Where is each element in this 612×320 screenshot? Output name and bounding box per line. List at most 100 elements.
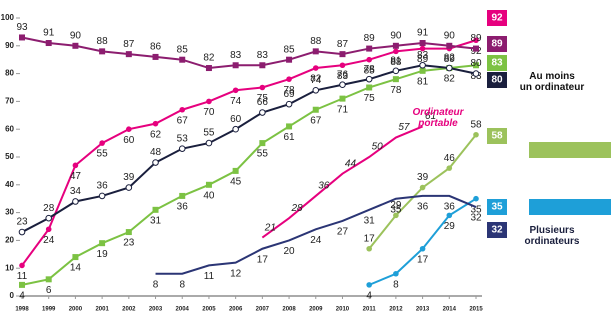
legend-label-line: Plusieurs xyxy=(529,225,574,236)
value-label: 17 xyxy=(257,254,269,265)
point xyxy=(366,282,372,288)
value-label: 80 xyxy=(470,58,482,69)
y-tick-label: 50 xyxy=(5,152,14,161)
legend-value: 92 xyxy=(491,13,503,24)
point xyxy=(339,81,346,89)
value-label: 81 xyxy=(390,55,402,66)
point xyxy=(446,42,453,49)
point xyxy=(179,192,186,199)
point xyxy=(259,140,266,147)
value-label: 70 xyxy=(203,107,215,118)
x-tick-label: 2002 xyxy=(122,307,136,313)
point xyxy=(152,206,159,213)
point xyxy=(206,98,212,105)
legend-label-line: portable xyxy=(417,118,458,129)
x-tick-label: 1999 xyxy=(42,307,56,313)
point xyxy=(286,123,293,130)
value-label: 62 xyxy=(150,129,162,140)
value-label: 78 xyxy=(283,85,295,96)
value-label: 82 xyxy=(203,53,215,64)
value-label: 85 xyxy=(177,44,189,55)
point xyxy=(312,106,319,113)
value-label: 66 xyxy=(257,97,269,108)
value-label: 89 xyxy=(417,54,429,65)
value-label: 88 xyxy=(390,57,402,68)
value-label: 75 xyxy=(364,93,376,104)
value-label: 90 xyxy=(444,30,456,41)
x-tick-label: 1998 xyxy=(15,307,29,313)
value-label: 55 xyxy=(257,149,269,160)
point xyxy=(446,212,453,219)
legend-label: Ordinateur portable xyxy=(412,107,464,129)
value-label: 19 xyxy=(97,249,109,260)
point xyxy=(259,62,266,69)
value-label: 31 xyxy=(150,215,162,226)
point xyxy=(259,109,266,116)
value-label: 11 xyxy=(17,271,28,282)
value-label: 91 xyxy=(417,28,429,39)
value-label: 50 xyxy=(372,142,384,153)
value-label: 21 xyxy=(264,222,276,233)
point xyxy=(339,62,346,69)
value-label: 23 xyxy=(123,238,135,249)
value-label: 32 xyxy=(470,213,482,224)
point xyxy=(45,276,52,283)
legend-label: Plusieurs ordinateurs xyxy=(524,225,579,247)
point xyxy=(419,40,426,47)
point xyxy=(473,195,479,202)
value-label: 58 xyxy=(470,119,482,130)
x-tick-label: 2004 xyxy=(176,307,190,313)
point xyxy=(178,145,186,152)
value-label: 4 xyxy=(366,291,372,302)
value-label: 29 xyxy=(444,221,456,232)
legend-box xyxy=(487,128,507,144)
value-label: 91 xyxy=(43,28,55,39)
value-label: 4 xyxy=(19,291,25,302)
point xyxy=(45,214,53,222)
point xyxy=(393,270,399,277)
value-label: 27 xyxy=(337,227,349,238)
x-tick-label: 2012 xyxy=(389,307,403,313)
value-label: 6 xyxy=(46,285,52,296)
value-label: 45 xyxy=(230,177,242,188)
point xyxy=(205,65,212,72)
point xyxy=(259,84,266,91)
value-label: 67 xyxy=(310,115,322,126)
value-label: 17 xyxy=(417,254,429,265)
point xyxy=(45,226,52,233)
point xyxy=(98,192,106,200)
x-tick-label: 2009 xyxy=(309,307,323,313)
point xyxy=(232,167,239,174)
value-label: 36 xyxy=(444,202,456,213)
legend-label: Au moins un ordinateur xyxy=(520,71,585,93)
point xyxy=(19,262,25,269)
legend-label-line: un ordinateur xyxy=(520,82,585,93)
value-label: 75 xyxy=(257,93,269,104)
value-label: 60 xyxy=(123,135,135,146)
legend-bar xyxy=(529,199,611,215)
point xyxy=(45,40,52,47)
value-label: 36 xyxy=(97,181,109,192)
series-line xyxy=(21,39,477,267)
y-tick-label: 30 xyxy=(5,208,14,217)
point xyxy=(18,228,26,236)
value-label: 53 xyxy=(177,133,189,144)
value-label: 44 xyxy=(345,158,357,169)
value-label: 89 xyxy=(470,33,482,44)
x-tick-label: 2013 xyxy=(416,307,430,313)
legend-label-line: Ordinateur xyxy=(412,107,464,118)
y-tick-label: 90 xyxy=(5,41,14,50)
value-label: 24 xyxy=(310,235,322,246)
series-line xyxy=(21,64,477,286)
value-label: 11 xyxy=(204,271,215,282)
value-label: 55 xyxy=(203,128,215,139)
point xyxy=(286,76,292,82)
point xyxy=(365,75,373,83)
x-tick-label: 2003 xyxy=(149,307,163,313)
value-label: 39 xyxy=(417,172,429,183)
point xyxy=(419,184,426,191)
value-label: 8 xyxy=(179,279,185,290)
value-label: 28 xyxy=(43,203,55,214)
value-label: 28 xyxy=(290,203,303,214)
